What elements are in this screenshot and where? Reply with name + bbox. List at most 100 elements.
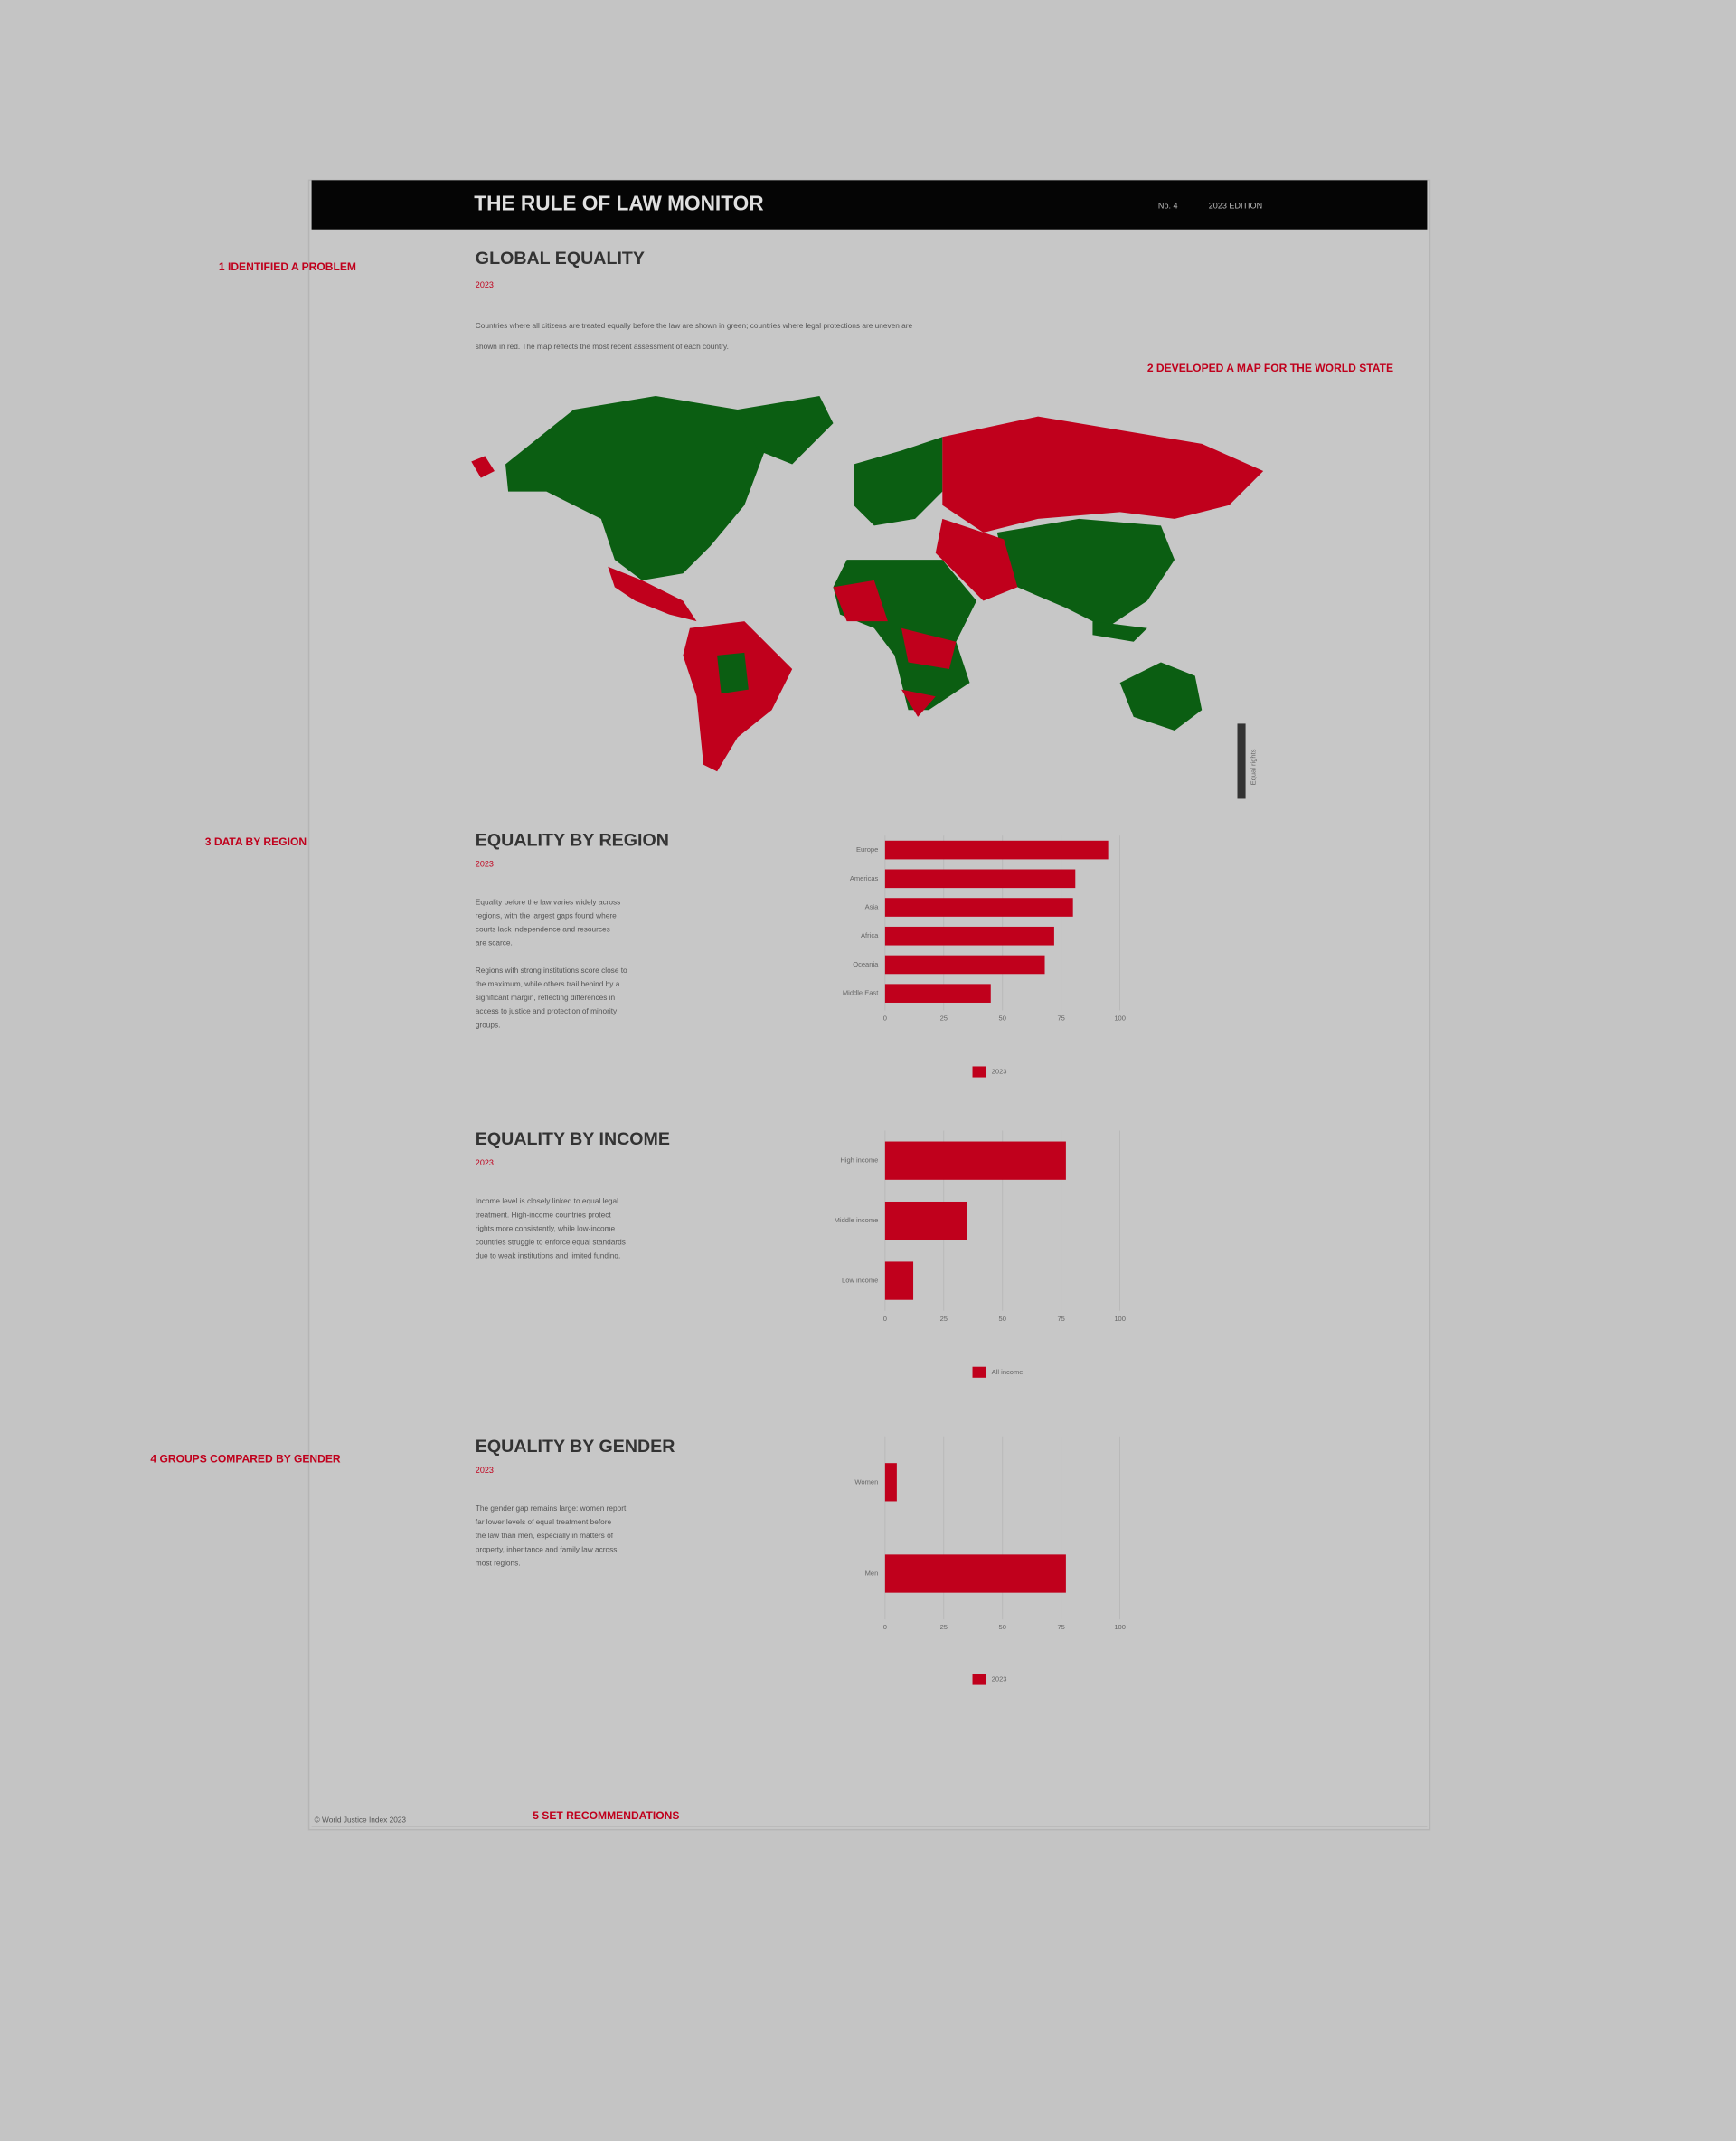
- country-area: [901, 627, 957, 669]
- chart-description: property, inheritance and family law acr…: [476, 1544, 618, 1553]
- legend-swatch: [972, 1066, 986, 1078]
- y-tick-label: High income: [840, 1156, 878, 1165]
- y-tick-label: Men: [865, 1570, 879, 1578]
- header-issue: No. 4: [1158, 201, 1178, 210]
- x-tick-label: 100: [1114, 1623, 1126, 1631]
- country-area: [471, 456, 495, 478]
- chart-description: rights more consistently, while low-inco…: [476, 1223, 616, 1232]
- x-tick-label: 25: [940, 1623, 948, 1631]
- country-area: [1092, 621, 1147, 642]
- country-area: [935, 518, 1018, 601]
- map-description: Countries where all citizens are treated…: [476, 321, 913, 330]
- annotation: 5 SET RECOMMENDATIONS: [533, 1809, 679, 1822]
- map-legend-label: Equal rights: [1250, 749, 1258, 785]
- annotation: 4 GROUPS COMPARED BY GENDER: [150, 1453, 341, 1466]
- x-tick-label: 25: [940, 1014, 948, 1023]
- map-description: shown in red. The map reflects the most …: [476, 342, 729, 351]
- bar: [884, 984, 991, 1003]
- x-tick-label: 50: [999, 1623, 1006, 1631]
- chart-title: EQUALITY BY REGION: [476, 830, 669, 850]
- chart-description: significant margin, reflecting differenc…: [476, 993, 616, 1002]
- y-tick-label: Oceania: [853, 960, 879, 968]
- bar: [884, 955, 1045, 975]
- y-tick-label: Women: [854, 1477, 878, 1485]
- legend-label: 2023: [992, 1675, 1007, 1684]
- country-area: [901, 689, 936, 717]
- chart-description: due to weak institutions and limited fun…: [476, 1251, 621, 1260]
- x-tick-label: 100: [1114, 1315, 1126, 1323]
- bar: [884, 1463, 897, 1502]
- chart-subtitle: 2023: [476, 1158, 494, 1167]
- bar: [884, 1141, 1066, 1180]
- annotation: 3 DATA BY REGION: [205, 835, 307, 848]
- chart-description: Equality before the law varies widely ac…: [476, 897, 620, 906]
- header-bar: [311, 180, 1428, 230]
- chart-subtitle: 2023: [476, 1466, 494, 1475]
- country-area: [717, 652, 749, 694]
- x-tick-label: 50: [999, 1014, 1006, 1023]
- y-tick-label: Low income: [842, 1277, 878, 1285]
- map-subtitle: 2023: [476, 280, 494, 289]
- x-tick-label: 0: [883, 1623, 887, 1631]
- chart-description: most regions.: [476, 1558, 521, 1567]
- map-legend-bar: [1237, 723, 1246, 799]
- x-tick-label: 75: [1057, 1014, 1064, 1023]
- country-area: [505, 395, 765, 580]
- x-tick-label: 0: [883, 1315, 887, 1323]
- chart-description: Regions with strong institutions score c…: [476, 966, 627, 975]
- header-edition: 2023 EDITION: [1209, 201, 1262, 210]
- country-area: [608, 566, 697, 622]
- chart-description: far lower levels of equal treatment befo…: [476, 1517, 612, 1526]
- chart-description: Income level is closely linked to equal …: [476, 1196, 618, 1205]
- x-tick-label: 0: [883, 1014, 887, 1023]
- bar: [884, 869, 1076, 889]
- chart-description: countries struggle to enforce equal stan…: [476, 1237, 626, 1246]
- document-frame: [307, 179, 1431, 1831]
- bar: [884, 1201, 967, 1240]
- bar: [884, 926, 1054, 946]
- country-area: [996, 518, 1175, 628]
- country-area: [854, 437, 943, 526]
- x-tick-label: 75: [1057, 1623, 1064, 1631]
- legend-swatch: [972, 1674, 986, 1685]
- country-area: [683, 621, 793, 772]
- map-title: GLOBAL EQUALITY: [476, 249, 645, 269]
- country-area: [833, 580, 888, 622]
- annotation: 2 DEVELOPED A MAP FOR THE WORLD STATE: [1147, 362, 1393, 374]
- bar: [884, 1554, 1066, 1593]
- chart-title: EQUALITY BY INCOME: [476, 1129, 670, 1149]
- chart-description: courts lack independence and resources: [476, 925, 610, 934]
- footer: © World Justice Index 2023: [315, 1815, 407, 1824]
- y-tick-label: Asia: [865, 903, 879, 911]
- bar: [884, 898, 1073, 917]
- country-area: [737, 395, 834, 465]
- country-area: [942, 416, 1264, 533]
- chart-description: access to justice and protection of mino…: [476, 1006, 618, 1015]
- chart-description: regions, with the largest gaps found whe…: [476, 911, 617, 920]
- legend-swatch: [972, 1366, 986, 1378]
- header-title: THE RULE OF LAW MONITOR: [474, 192, 763, 215]
- chart-description: the maximum, while others trail behind b…: [476, 979, 620, 988]
- world-map: Equal rights: [471, 395, 1264, 799]
- legend-label: 2023: [992, 1068, 1007, 1076]
- y-tick-label: Americas: [850, 874, 879, 882]
- annotation: 1 IDENTIFIED A PROBLEM: [219, 260, 356, 273]
- chart-description: are scarce.: [476, 938, 513, 948]
- y-tick-label: Middle income: [835, 1216, 879, 1224]
- chart-description: the law than men, especially in matters …: [476, 1531, 614, 1540]
- y-tick-label: Africa: [861, 931, 879, 939]
- chart-description: treatment. High-income countries protect: [476, 1210, 612, 1219]
- bar: [884, 1261, 914, 1300]
- x-tick-label: 25: [940, 1315, 948, 1323]
- x-tick-label: 100: [1114, 1014, 1126, 1023]
- chart-description: groups.: [476, 1020, 501, 1029]
- x-tick-label: 75: [1057, 1315, 1064, 1323]
- chart-title: EQUALITY BY GENDER: [476, 1437, 675, 1457]
- x-tick-label: 50: [999, 1315, 1006, 1323]
- y-tick-label: Middle East: [843, 989, 879, 997]
- chart-description: The gender gap remains large: women repo…: [476, 1504, 627, 1513]
- country-area: [1119, 662, 1203, 731]
- bar: [884, 840, 1109, 860]
